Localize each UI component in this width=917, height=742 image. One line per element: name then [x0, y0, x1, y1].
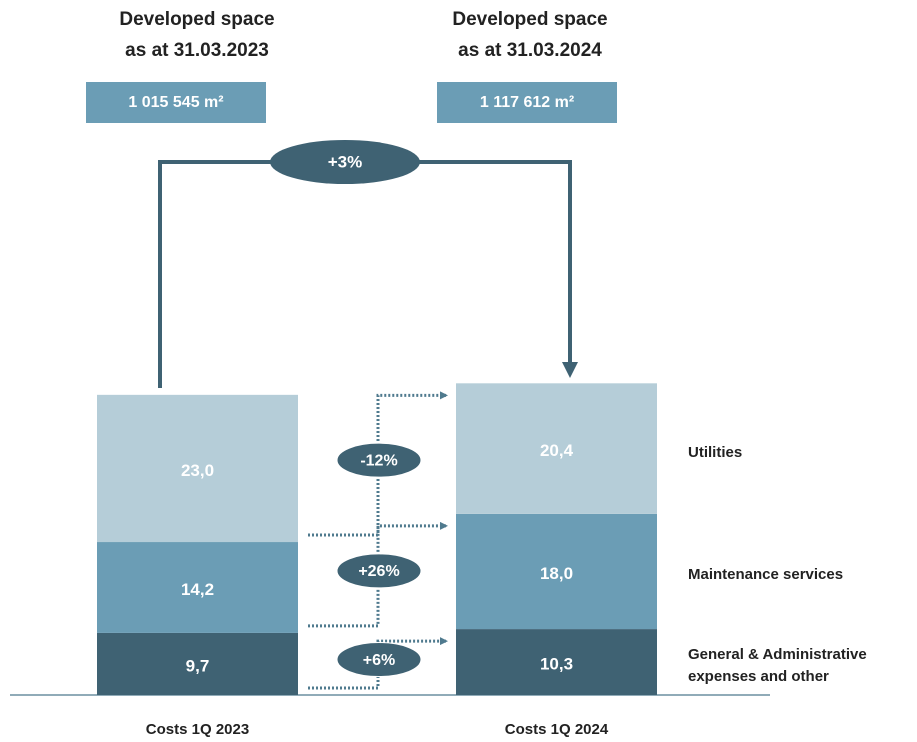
data-label: 18,0: [540, 564, 573, 583]
change-badge: [270, 140, 420, 184]
data-label: 20,4: [540, 441, 574, 460]
x-tick-label: Costs 1Q 2024: [505, 721, 609, 738]
change-badge: [336, 642, 422, 678]
bar-segment: [97, 632, 298, 695]
change-badge: [336, 553, 422, 589]
space-value: 1 117 612 m²: [480, 94, 574, 111]
data-label: 14,2: [181, 580, 214, 599]
change-label: +6%: [363, 652, 395, 669]
connector: [158, 160, 578, 388]
space-value: 1 015 545 m²: [128, 94, 223, 111]
bar-segment: [97, 394, 298, 543]
data-label: 9,7: [186, 656, 210, 675]
legend-label: Utilities: [688, 443, 743, 461]
bar-segment: [456, 383, 657, 514]
bar-segment: [456, 629, 657, 695]
x-tick-label: Costs 1Q 2023: [146, 721, 249, 738]
space-box: [437, 82, 617, 123]
bar-segment: [97, 542, 298, 633]
space-label: Developed space: [452, 9, 607, 30]
space-change: +3%: [328, 152, 363, 171]
bar-segment: [456, 513, 657, 630]
legend-label: General & Administrative expenses and ot…: [688, 646, 867, 686]
legend-label: Maintenance services: [688, 566, 844, 584]
space-date: as at 31.03.2024: [458, 40, 602, 61]
change-label: +26%: [358, 563, 399, 580]
space-box: [86, 82, 266, 123]
change-badge: [336, 442, 422, 478]
space-label: Developed space: [119, 9, 274, 30]
data-label: 10,3: [540, 655, 573, 674]
change-label: -12%: [360, 452, 397, 469]
space-date: as at 31.03.2023: [125, 40, 269, 61]
data-label: 23,0: [181, 461, 214, 480]
